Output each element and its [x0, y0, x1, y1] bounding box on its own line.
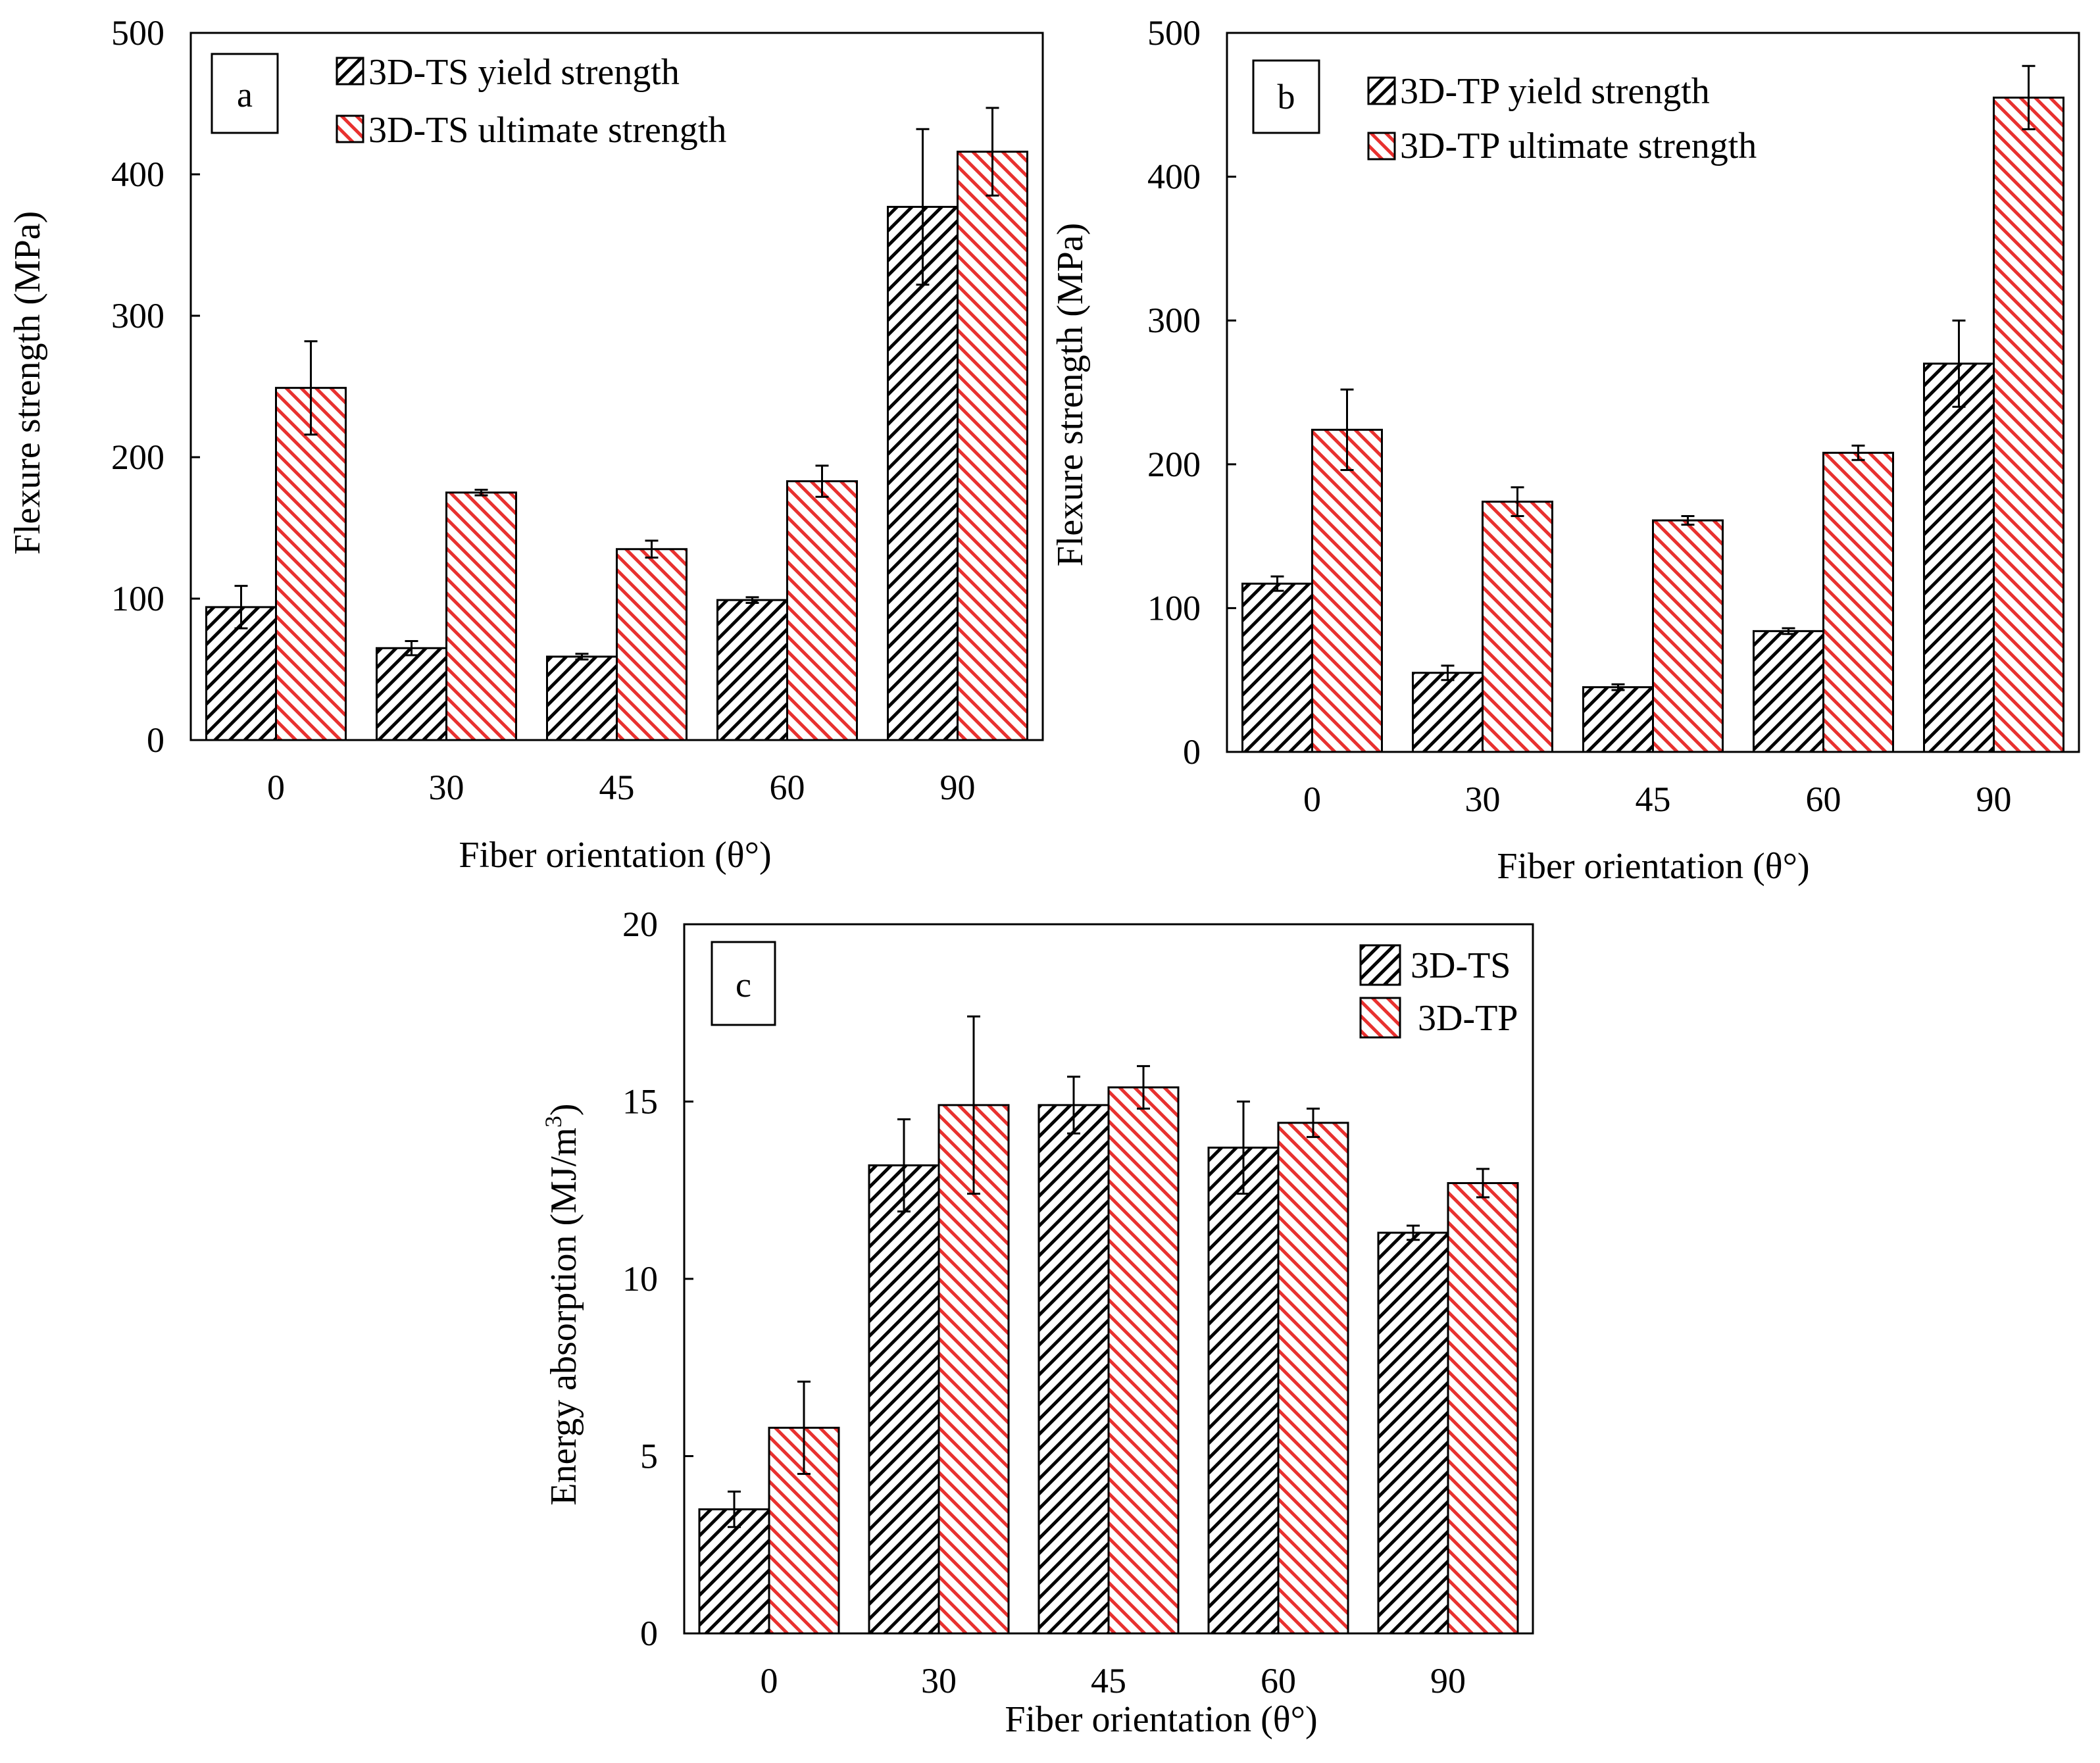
bar-series2-90	[1447, 1181, 1519, 1635]
bar-series2-60	[1277, 1122, 1349, 1635]
y-tick-label: 300	[1147, 301, 1201, 340]
x-tick-label: 90	[1976, 780, 2012, 819]
tick-labels: 0 100 200 300 400 500 0 30 45 60 90	[1147, 13, 2012, 819]
y-tick-label: 100	[1147, 588, 1201, 628]
y-tick-label: 20	[622, 905, 658, 944]
y-tick-label: 0	[147, 720, 164, 760]
x-tick-label: 0	[761, 1661, 778, 1701]
x-tick-label: 60	[1261, 1661, 1296, 1701]
y-tick-label: 100	[111, 579, 164, 618]
legend-swatch-tp	[1359, 997, 1401, 1039]
bar-series1-45	[546, 655, 618, 741]
legend-label-ts: 3D-TS	[1411, 945, 1511, 986]
panel-label: b	[1278, 77, 1295, 116]
x-axis-title: Fiber orientation (θ°)	[1005, 1699, 1317, 1740]
bar-series1-90	[1923, 362, 1995, 753]
bar-series1-45	[1038, 1104, 1110, 1635]
legend: 3D-TS 3D-TP	[1359, 944, 1518, 1039]
x-tick-label: 45	[1091, 1661, 1126, 1701]
y-tick-label: 500	[1147, 13, 1201, 53]
bar-series1-90	[887, 205, 959, 741]
tick-labels: 0 100 200 300 400 500 0 30 45 60 90	[111, 13, 976, 807]
bar-series1-45	[1582, 686, 1654, 753]
x-tick-label: 30	[921, 1661, 957, 1701]
x-tick-label: 0	[267, 768, 285, 807]
x-tick-label: 60	[1806, 780, 1841, 819]
x-tick-label: 30	[429, 768, 464, 807]
y-tick-label: 200	[1147, 445, 1201, 484]
bar-series2-45	[616, 548, 688, 741]
panel-label: a	[237, 75, 253, 114]
y-tick-label: 5	[640, 1437, 658, 1476]
x-tick-label: 90	[940, 768, 976, 807]
panel-label-box	[1252, 59, 1320, 134]
chart-panel-b: 0 100 200 300 400 500 0 30 45 60 90 Fiber orientat…	[1050, 13, 2080, 887]
y-axis-title-sup: 3	[540, 1116, 566, 1128]
legend-label-yield: 3D-TS yield strength	[368, 52, 680, 93]
legend-label-yield: 3D-TP yield strength	[1400, 71, 1710, 112]
legend: 3D-TS yield strength 3D-TS ultimate stre…	[336, 52, 726, 151]
legend: 3D-TP yield strength 3D-TP ultimate stre…	[1367, 71, 1757, 166]
bar-series2-90	[1993, 96, 2064, 753]
bar-series1-60	[1753, 630, 1824, 753]
y-tick-label: 300	[111, 296, 164, 335]
panel-label-box	[211, 53, 279, 134]
y-axis-title-main: Energy absorption (MJ/m	[543, 1128, 584, 1505]
bar-series2-60	[1822, 451, 1894, 753]
x-tick-label: 45	[599, 768, 635, 807]
bar-series1-30	[376, 647, 447, 741]
x-tick-label: 90	[1430, 1661, 1466, 1701]
legend-swatch-ultimate	[1367, 132, 1396, 161]
y-tick-label: 0	[1183, 732, 1201, 772]
x-axis-title: Fiber orientation (θ°)	[1497, 846, 1809, 887]
bars-group	[205, 107, 1028, 741]
bar-series2-30	[1482, 501, 1553, 753]
legend-swatch-yield	[1367, 76, 1396, 105]
legend-label-ultimate: 3D-TP ultimate strength	[1400, 126, 1757, 166]
bar-series1-0	[1241, 582, 1313, 753]
y-tick-label: 200	[111, 437, 164, 477]
bar-series2-45	[1652, 519, 1724, 753]
bar-series1-30	[868, 1164, 940, 1635]
x-tick-label: 60	[770, 768, 805, 807]
bar-series1-30	[1412, 672, 1484, 753]
bars-group	[1241, 64, 2064, 753]
y-axis-title-close: )	[543, 1103, 584, 1116]
legend-label-tp: 3D-TP	[1418, 998, 1518, 1039]
y-axis-title: Flexure strength (MPa)	[1050, 223, 1091, 567]
legend-swatch-ts	[1359, 944, 1401, 986]
bars-group	[698, 1015, 1519, 1635]
legend-swatch-ultimate	[336, 114, 364, 143]
y-axis-title: Energy absorption (MJ/m3)	[540, 1103, 584, 1505]
bar-series1-60	[716, 599, 788, 741]
bar-series2-90	[957, 151, 1028, 741]
bar-series1-0	[698, 1508, 770, 1635]
legend-swatch-yield	[336, 57, 364, 86]
y-tick-label: 15	[622, 1082, 658, 1122]
tick-labels: 0 5 10 15 20 0 30 45 60 90	[622, 905, 1466, 1701]
bar-series2-30	[445, 491, 517, 741]
y-tick-label: 500	[111, 13, 164, 53]
panel-label-box	[711, 941, 776, 1026]
bar-series1-90	[1377, 1231, 1449, 1635]
x-tick-label: 30	[1465, 780, 1501, 819]
x-tick-label: 0	[1303, 780, 1321, 819]
y-tick-label: 10	[622, 1259, 658, 1299]
y-axis-title: Flexure strength (MPa)	[7, 211, 48, 555]
x-axis-title: Fiber orientation (θ°)	[459, 835, 771, 876]
y-tick-label: 400	[111, 155, 164, 194]
bar-series1-60	[1207, 1147, 1280, 1635]
bar-series2-45	[1107, 1086, 1180, 1635]
x-tick-label: 45	[1636, 780, 1671, 819]
chart-panel-c: 0 5 10 15 20 0 30 45 60 90 Fiber orientation (θ°)…	[540, 905, 1534, 1740]
y-tick-label: 0	[640, 1614, 658, 1653]
panel-label: c	[736, 965, 751, 1005]
bar-series2-0	[1311, 428, 1383, 753]
legend-label-ultimate: 3D-TS ultimate strength	[368, 110, 726, 151]
bar-series2-0	[275, 387, 347, 741]
chart-panel-a: 0 100 200 300 400 500 0 30 45 60 90 Fiber orientat…	[7, 13, 1044, 876]
bar-series2-60	[786, 480, 858, 741]
y-tick-label: 400	[1147, 157, 1201, 197]
